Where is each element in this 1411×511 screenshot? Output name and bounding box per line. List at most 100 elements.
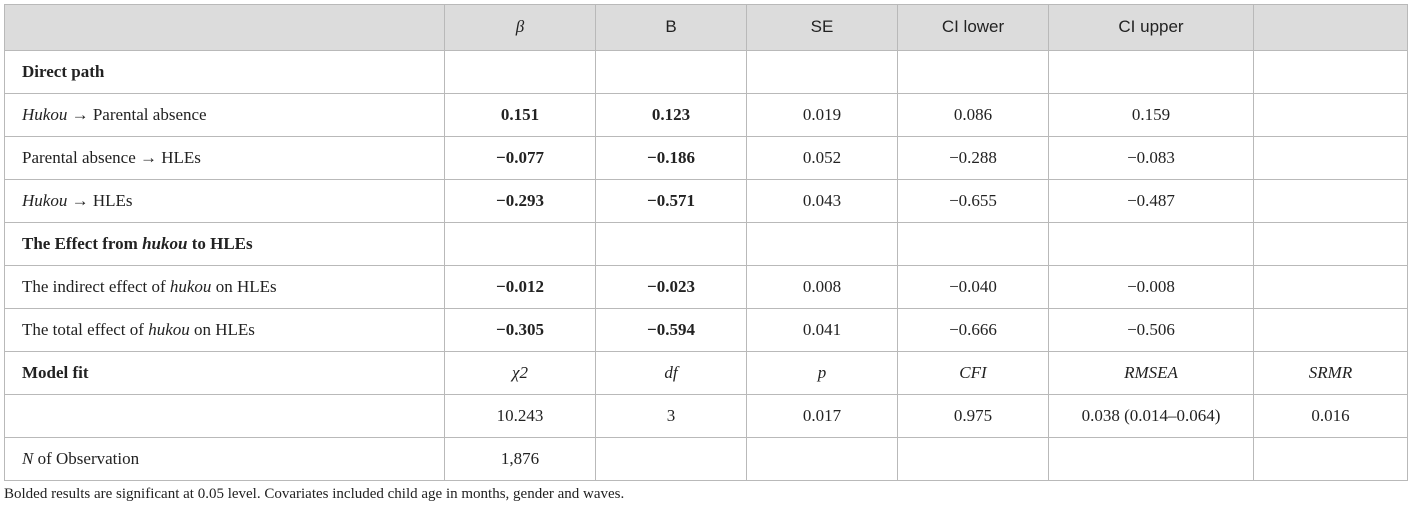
table-row: Hukou → HLEs −0.293 −0.571 0.043 −0.655 … xyxy=(4,179,1408,223)
row-label-pre: The indirect effect of xyxy=(22,276,170,296)
row-label-pre: The total effect of xyxy=(22,319,149,339)
observations-label-em: N xyxy=(22,448,34,468)
row-label: The indirect effect of hukou on HLEs xyxy=(4,265,445,309)
row-label: Hukou → HLEs xyxy=(4,179,445,223)
empty-cell xyxy=(1253,179,1408,223)
empty-cell xyxy=(1048,50,1254,94)
table-footnote: Bolded results are significant at 0.05 l… xyxy=(4,486,625,502)
results-table: β B SE CI lower CI upper Direct path Huk… xyxy=(4,4,1408,481)
b-value: 0.123 xyxy=(595,93,747,137)
ci-lower-value: −0.655 xyxy=(897,179,1049,223)
section-title-em: hukou xyxy=(142,233,188,253)
empty-cell xyxy=(897,50,1049,94)
table-row: The indirect effect of hukou on HLEs −0.… xyxy=(4,265,1408,309)
empty-cell xyxy=(1048,222,1254,266)
fit-label-chi2: χ2 xyxy=(444,351,596,395)
row-label: Hukou → Parental absence xyxy=(4,93,445,137)
ci-lower-value: 0.086 xyxy=(897,93,1049,137)
row-label: The total effect of hukou on HLEs xyxy=(4,308,445,352)
table-row-fit-values: 10.243 3 0.017 0.975 0.038 (0.014–0.064)… xyxy=(4,394,1408,438)
row-label-em: hukou xyxy=(148,319,190,339)
empty-cell xyxy=(1253,50,1408,94)
fit-value-rmsea: 0.038 (0.014–0.064) xyxy=(1048,394,1254,438)
fit-label-rmsea: RMSEA xyxy=(1048,351,1254,395)
table-row: Parental absence → HLEs −0.077 −0.186 0.… xyxy=(4,136,1408,180)
se-value: 0.052 xyxy=(746,136,898,180)
row-label-text: → HLEs xyxy=(67,190,133,210)
row-label-post: on HLEs xyxy=(189,319,255,339)
row-label-text: → Parental absence xyxy=(67,104,207,124)
fit-value-srmr: 0.016 xyxy=(1253,394,1408,438)
empty-cell xyxy=(897,437,1049,481)
empty-cell xyxy=(1253,222,1408,266)
se-value: 0.041 xyxy=(746,308,898,352)
empty-cell xyxy=(444,50,596,94)
ci-upper-value: −0.506 xyxy=(1048,308,1254,352)
ci-upper-value: −0.487 xyxy=(1048,179,1254,223)
table-row: The total effect of hukou on HLEs −0.305… xyxy=(4,308,1408,352)
header-extra xyxy=(1253,4,1408,51)
empty-cell xyxy=(1253,136,1408,180)
empty-cell xyxy=(1253,265,1408,309)
section-title-effect: The Effect from hukou to HLEs xyxy=(4,222,445,266)
header-row: β B SE CI lower CI upper xyxy=(4,4,1408,51)
ci-upper-value: −0.083 xyxy=(1048,136,1254,180)
fit-value-df: 3 xyxy=(595,394,747,438)
header-ci-lower: CI lower xyxy=(897,4,1049,51)
empty-cell xyxy=(1253,308,1408,352)
header-beta: β xyxy=(444,4,596,51)
b-value: −0.594 xyxy=(595,308,747,352)
ci-upper-value: 0.159 xyxy=(1048,93,1254,137)
section-title-post: to HLEs xyxy=(187,233,253,253)
se-value: 0.008 xyxy=(746,265,898,309)
empty-cell xyxy=(1253,437,1408,481)
observations-label: N of Observation xyxy=(4,437,445,481)
ci-upper-value: −0.008 xyxy=(1048,265,1254,309)
b-value: −0.023 xyxy=(595,265,747,309)
table-row: Hukou → Parental absence 0.151 0.123 0.0… xyxy=(4,93,1408,137)
beta-value: 0.151 xyxy=(444,93,596,137)
beta-value: −0.077 xyxy=(444,136,596,180)
ci-lower-value: −0.288 xyxy=(897,136,1049,180)
fit-value-cfi: 0.975 xyxy=(897,394,1049,438)
fit-value-chi2: 10.243 xyxy=(444,394,596,438)
row-label-em: Hukou xyxy=(22,104,68,124)
empty-cell xyxy=(746,222,898,266)
observations-value: 1,876 xyxy=(444,437,596,481)
row-label-em: Hukou xyxy=(22,190,68,210)
row-label: Parental absence → HLEs xyxy=(4,136,445,180)
fit-label-df: df xyxy=(595,351,747,395)
section-title-pre: The Effect from xyxy=(22,233,143,253)
b-value: −0.571 xyxy=(595,179,747,223)
empty-cell xyxy=(897,222,1049,266)
se-value: 0.019 xyxy=(746,93,898,137)
section-title-model-fit: Model fit xyxy=(4,351,445,395)
header-b: B xyxy=(595,4,747,51)
row-label-em: hukou xyxy=(169,276,212,296)
empty-cell xyxy=(1048,437,1254,481)
fit-label-p: p xyxy=(746,351,898,395)
section-row-effect: The Effect from hukou to HLEs xyxy=(4,222,1408,266)
section-title-direct-path: Direct path xyxy=(4,50,445,94)
empty-cell xyxy=(1253,93,1408,137)
fit-label-srmr: SRMR xyxy=(1253,351,1408,395)
header-se: SE xyxy=(746,4,898,51)
empty-cell xyxy=(444,222,596,266)
ci-lower-value: −0.666 xyxy=(897,308,1049,352)
empty-cell xyxy=(595,222,747,266)
empty-cell xyxy=(595,437,747,481)
b-value: −0.186 xyxy=(595,136,747,180)
header-label-cell xyxy=(4,4,445,51)
beta-value: −0.012 xyxy=(444,265,596,309)
observations-label-post: of Observation xyxy=(33,448,140,468)
empty-cell xyxy=(746,50,898,94)
header-ci-upper: CI upper xyxy=(1048,4,1254,51)
row-label-post: on HLEs xyxy=(211,276,277,296)
empty-cell xyxy=(4,394,445,438)
empty-cell xyxy=(595,50,747,94)
table-row-observations: N of Observation 1,876 xyxy=(4,437,1408,481)
beta-value: −0.305 xyxy=(444,308,596,352)
fit-value-p: 0.017 xyxy=(746,394,898,438)
se-value: 0.043 xyxy=(746,179,898,223)
fit-label-cfi: CFI xyxy=(897,351,1049,395)
